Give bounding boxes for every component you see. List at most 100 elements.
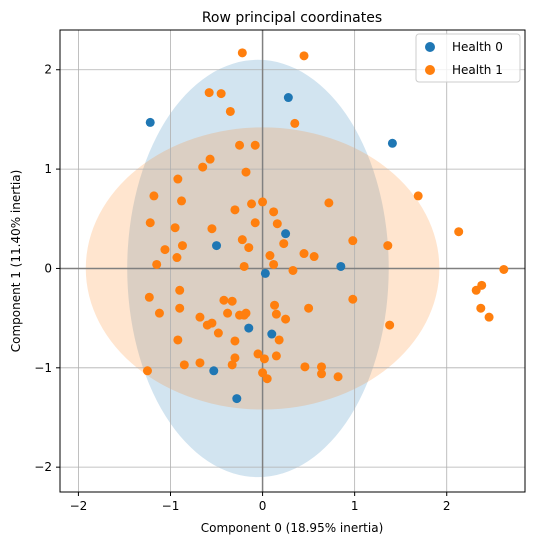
- x-tick-label: −2: [70, 499, 88, 513]
- point-health-1: [198, 163, 207, 172]
- point-health-1: [242, 309, 251, 318]
- point-health-1: [251, 218, 260, 227]
- point-health-1: [263, 374, 272, 383]
- point-health-1: [476, 304, 485, 313]
- y-axis-label: Component 1 (11.40% inertia): [9, 170, 23, 353]
- point-health-1: [203, 321, 212, 330]
- point-health-1: [281, 315, 290, 324]
- point-health-1: [149, 191, 158, 200]
- point-health-1: [238, 235, 247, 244]
- point-health-1: [146, 218, 155, 227]
- point-health-1: [300, 51, 309, 60]
- point-health-1: [175, 304, 184, 313]
- point-health-1: [143, 366, 152, 375]
- point-health-1: [260, 354, 269, 363]
- point-health-1: [214, 329, 223, 338]
- legend-label-health-0: Health 0: [452, 40, 503, 54]
- point-health-1: [226, 107, 235, 116]
- legend-label-health-1: Health 1: [452, 63, 503, 77]
- point-health-1: [228, 360, 237, 369]
- point-health-0: [212, 241, 221, 250]
- point-health-1: [269, 207, 278, 216]
- point-health-1: [195, 358, 204, 367]
- point-health-1: [240, 262, 249, 271]
- point-health-0: [336, 262, 345, 271]
- point-health-1: [173, 175, 182, 184]
- point-health-1: [178, 241, 187, 250]
- point-health-1: [334, 372, 343, 381]
- point-health-1: [270, 301, 279, 310]
- point-health-1: [258, 197, 267, 206]
- point-health-1: [288, 266, 297, 275]
- point-health-0: [232, 394, 241, 403]
- point-health-1: [265, 251, 274, 260]
- x-tick-label: 1: [351, 499, 359, 513]
- point-health-1: [324, 198, 333, 207]
- point-health-0: [244, 324, 253, 333]
- point-health-1: [300, 249, 309, 258]
- y-tick-label: 1: [44, 162, 52, 176]
- point-health-1: [242, 168, 251, 177]
- point-health-0: [261, 269, 270, 278]
- point-health-1: [272, 351, 281, 360]
- point-health-1: [300, 362, 309, 371]
- y-tick-label: 2: [44, 63, 52, 77]
- point-health-1: [269, 260, 278, 269]
- point-health-1: [279, 239, 288, 248]
- point-health-1: [247, 199, 256, 208]
- point-health-1: [235, 141, 244, 150]
- point-health-1: [290, 119, 299, 128]
- point-health-1: [206, 155, 215, 164]
- point-health-1: [173, 335, 182, 344]
- point-health-1: [195, 313, 204, 322]
- point-health-1: [207, 224, 216, 233]
- point-health-0: [281, 229, 290, 238]
- point-health-1: [499, 265, 508, 274]
- legend-marker-health-0: [425, 42, 435, 52]
- point-health-0: [267, 330, 276, 339]
- point-health-1: [454, 227, 463, 236]
- x-tick-label: 0: [259, 499, 267, 513]
- point-health-1: [348, 236, 357, 245]
- point-health-1: [477, 281, 486, 290]
- point-health-0: [284, 93, 293, 102]
- point-health-1: [219, 296, 228, 305]
- point-health-1: [230, 336, 239, 345]
- point-health-1: [155, 309, 164, 318]
- y-tick-label: 0: [44, 261, 52, 275]
- point-health-0: [146, 118, 155, 127]
- point-health-1: [310, 252, 319, 261]
- point-health-1: [177, 196, 186, 205]
- legend-marker-health-1: [425, 65, 435, 75]
- point-health-1: [228, 297, 237, 306]
- point-health-1: [485, 313, 494, 322]
- point-health-1: [275, 335, 284, 344]
- chart-title: Row principal coordinates: [202, 10, 382, 26]
- point-health-1: [160, 245, 169, 254]
- legend: Health 0 Health 1: [416, 34, 520, 82]
- point-health-1: [272, 310, 281, 319]
- x-tick-label: −1: [162, 499, 180, 513]
- point-health-1: [145, 293, 154, 302]
- point-health-1: [304, 304, 313, 313]
- point-health-1: [383, 241, 392, 250]
- y-tick-label: −1: [34, 361, 52, 375]
- point-health-1: [414, 191, 423, 200]
- point-health-1: [348, 295, 357, 304]
- point-health-1: [251, 141, 260, 150]
- y-tick-label: −2: [34, 460, 52, 474]
- point-health-1: [175, 286, 184, 295]
- point-health-1: [172, 253, 181, 262]
- point-health-1: [238, 48, 247, 57]
- point-health-1: [230, 205, 239, 214]
- point-health-1: [273, 219, 282, 228]
- point-health-1: [171, 223, 180, 232]
- point-health-0: [388, 139, 397, 148]
- point-health-1: [217, 89, 226, 98]
- point-health-0: [209, 366, 218, 375]
- point-health-1: [180, 360, 189, 369]
- point-health-1: [205, 88, 214, 97]
- x-axis-label: Component 0 (18.95% inertia): [201, 521, 384, 535]
- point-health-1: [317, 369, 326, 378]
